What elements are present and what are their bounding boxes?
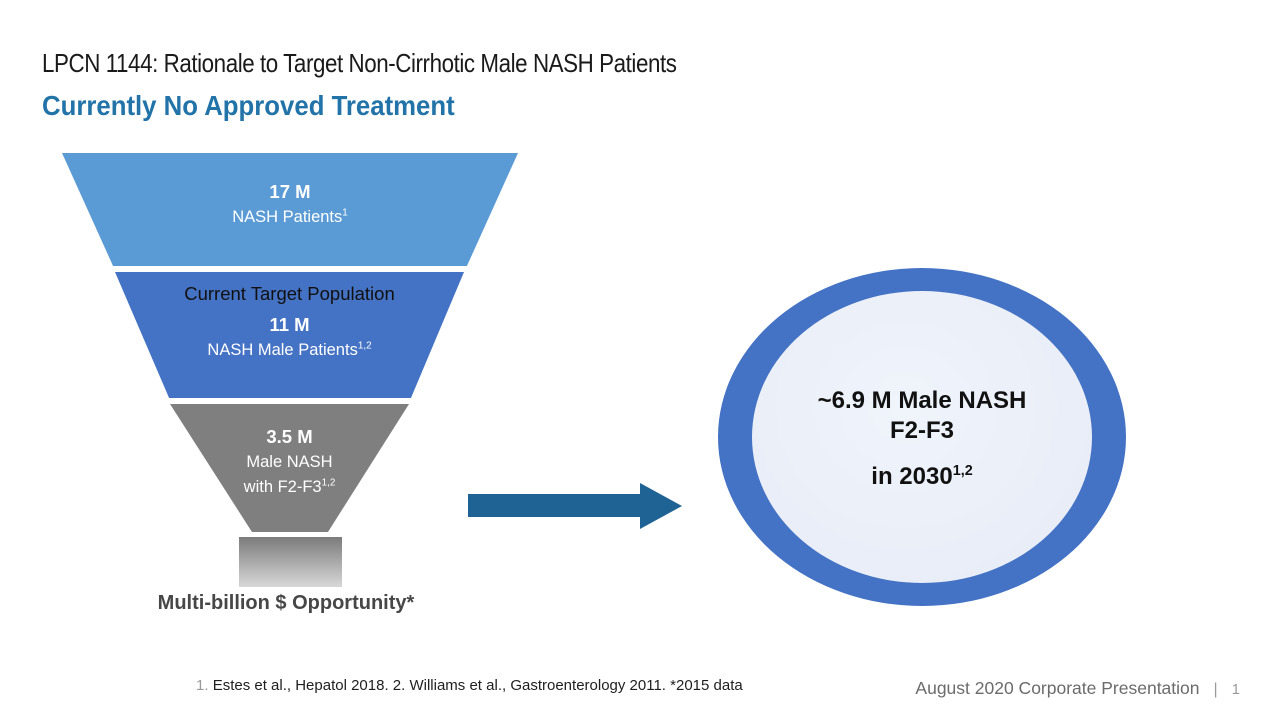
target-population-text: ~6.9 M Male NASH F2-F3 in 20301,2 — [760, 386, 1084, 493]
footnote-body: Estes et al., Hepatol 2018. 2. Williams … — [212, 677, 743, 694]
reference-superscript: 1,2 — [952, 463, 973, 480]
arrow-shaft — [468, 494, 642, 517]
segment-value: 3.5 M — [266, 426, 313, 447]
segment-label: with F2-F31,2 — [243, 477, 336, 497]
funnel-segment-male-nash: Current Target Population 11 M NASH Male… — [115, 272, 464, 398]
reference-superscript: 1 — [342, 207, 348, 219]
segment-value: 11 M — [269, 314, 310, 335]
segment-label: NASH Patients1 — [232, 207, 348, 226]
reference-superscript: 1,2 — [357, 340, 372, 352]
slide-footer: August 2020 Corporate Presentation | 1 — [915, 678, 1240, 699]
circle-line-3: in 20301,2 — [871, 463, 973, 491]
funnel-segment-male-nash-f2f3: 3.5 M Male NASH with F2-F31,2 — [170, 404, 409, 532]
slide-page-number: 1 — [1231, 681, 1240, 698]
funnel-segment-total-nash: 17 M NASH Patients1 — [62, 153, 518, 266]
segment-heading: Current Target Population — [184, 283, 395, 304]
funnel-caption: Multi-billion $ Opportunity* — [157, 592, 415, 614]
reference-superscript: 1,2 — [321, 477, 336, 489]
slide-subtitle: Currently No Approved Treatment — [42, 90, 455, 121]
funnel-stem — [239, 537, 342, 587]
segment-label: NASH Male Patients1,2 — [207, 340, 372, 359]
segment-label: Male NASH — [246, 452, 333, 471]
footnotes: 1. Estes et al., Hepatol 2018. 2. Willia… — [196, 677, 743, 694]
footer-separator: | — [1213, 681, 1218, 698]
circle-line-2: F2-F3 — [889, 417, 954, 445]
arrow-head — [640, 483, 682, 529]
segment-value: 17 M — [269, 181, 311, 202]
footnote-marker: 1. — [196, 677, 209, 694]
footer-presentation-label: August 2020 Corporate Presentation — [915, 678, 1200, 698]
slide-title: LPCN 1144: Rationale to Target Non-Cirrh… — [42, 48, 677, 78]
circle-line-1: ~6.9 M Male NASH — [817, 387, 1027, 414]
